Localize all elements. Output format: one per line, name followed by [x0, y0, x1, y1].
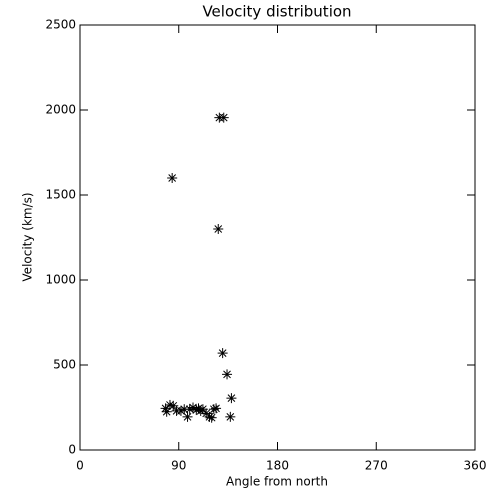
point-stroke [166, 401, 174, 409]
y-tick-label: 1500 [45, 188, 76, 202]
point-stroke [199, 405, 207, 414]
plot-frame [79, 24, 476, 451]
point-stroke [214, 225, 223, 233]
point-stroke [223, 370, 231, 379]
point-stroke [169, 401, 178, 410]
y-axis-label: Velocity (km/s) [21, 192, 35, 281]
point [167, 173, 178, 183]
x-tick-label: 0 [76, 459, 84, 473]
point-stroke [162, 407, 171, 416]
x-tick-label: 90 [171, 459, 186, 473]
point [226, 393, 237, 404]
y-tick-label: 1000 [45, 273, 76, 287]
point-stroke [212, 404, 220, 413]
y-tick-label: 500 [53, 358, 76, 372]
point [197, 404, 208, 415]
chart-title: Velocity distribution [202, 3, 351, 21]
point [213, 224, 224, 234]
point [222, 369, 233, 380]
point [217, 348, 228, 359]
point-stroke [180, 405, 189, 414]
point [206, 412, 217, 423]
x-tick-label: 180 [266, 459, 289, 473]
point-stroke [226, 412, 235, 421]
point-stroke [161, 404, 170, 413]
point-stroke [168, 174, 177, 182]
x-tick-label: 270 [365, 459, 388, 473]
y-tick-label: 0 [68, 443, 76, 457]
x-axis-label: Angle from north [226, 475, 328, 489]
point-stroke [227, 394, 236, 403]
point-stroke [183, 412, 192, 421]
y-tick-label: 2500 [45, 18, 76, 32]
point-stroke [207, 413, 216, 422]
point [218, 112, 229, 123]
point [179, 404, 190, 415]
point-stroke [218, 349, 227, 357]
y-tick-label: 2000 [45, 103, 76, 117]
point-stroke [219, 113, 228, 122]
point [225, 411, 236, 422]
point [211, 403, 222, 414]
x-tick-label: 360 [464, 459, 487, 473]
point [182, 411, 193, 422]
point [168, 400, 179, 411]
